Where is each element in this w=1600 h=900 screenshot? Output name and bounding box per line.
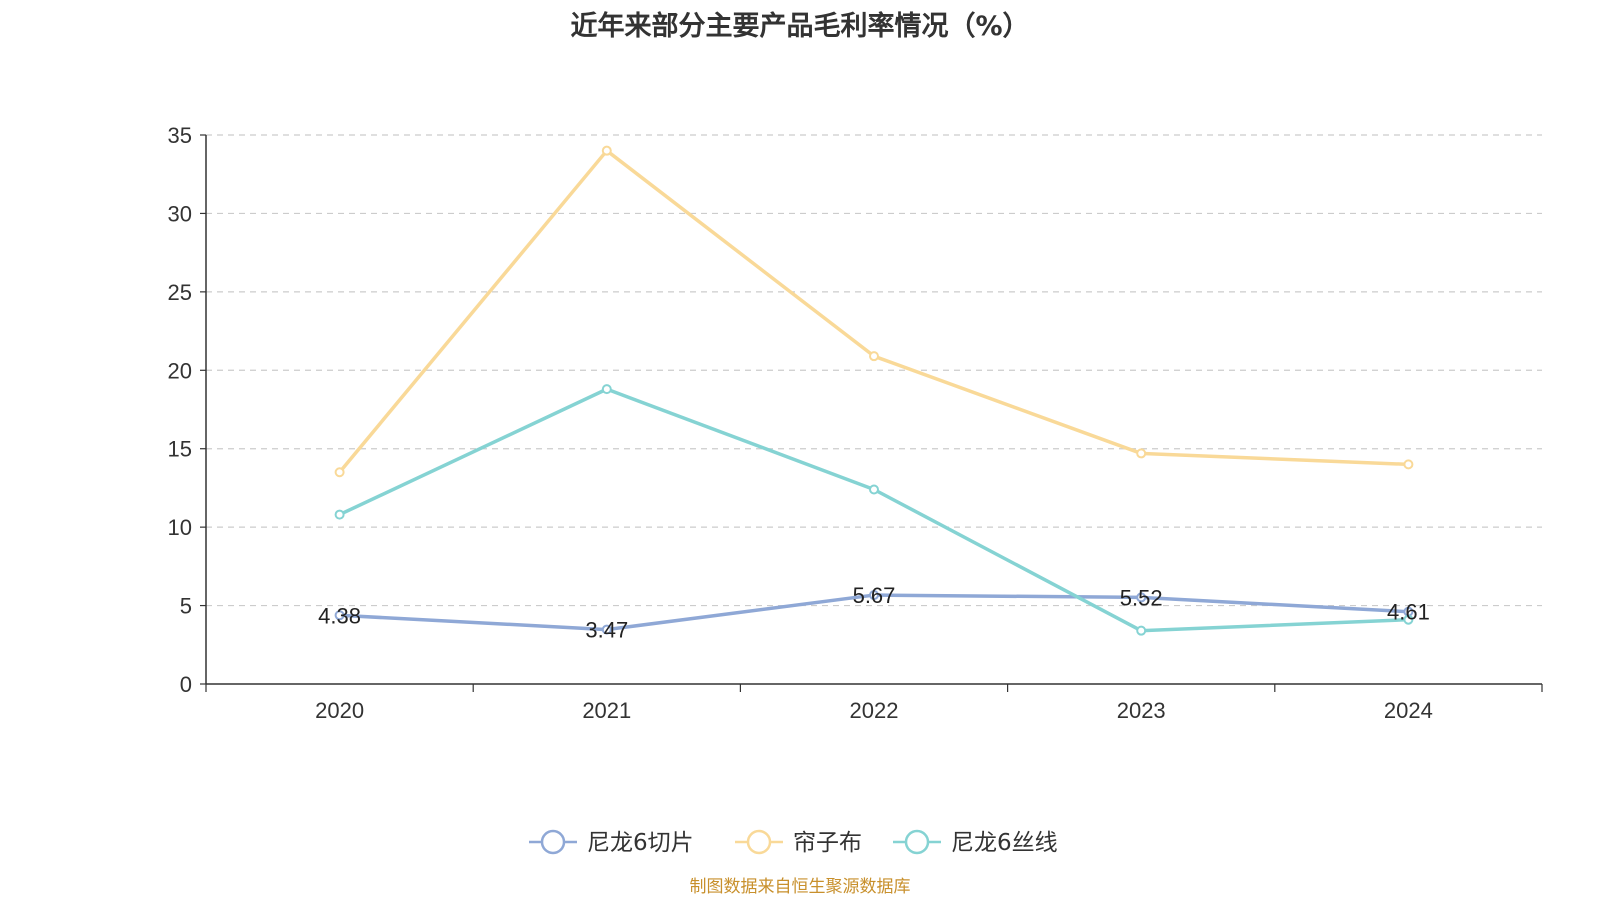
data-point <box>869 351 879 362</box>
data-point <box>334 610 345 621</box>
data-point <box>1403 614 1414 625</box>
legend-label: 尼龙6丝线 <box>951 830 1058 856</box>
data-point <box>869 484 879 495</box>
legend-marker <box>904 829 930 855</box>
data-point <box>1403 459 1414 470</box>
data-label: 4.38 <box>318 603 361 628</box>
y-tick-label: 5 <box>180 594 192 619</box>
x-tick-label: 2023 <box>1117 698 1166 723</box>
data-point <box>1136 625 1147 636</box>
data-label: 4.61 <box>1387 600 1430 625</box>
y-tick-label: 10 <box>168 515 192 540</box>
x-tick-label: 2021 <box>582 698 631 723</box>
data-source-note: 制图数据来自恒生聚源数据库 <box>689 877 911 897</box>
y-tick-label: 30 <box>168 201 192 226</box>
data-point <box>601 384 612 395</box>
x-tick-label: 2022 <box>850 698 899 723</box>
y-tick-label: 0 <box>180 672 192 697</box>
data-label: 5.67 <box>853 583 896 608</box>
data-label: 3.47 <box>585 618 628 643</box>
data-point <box>869 590 879 601</box>
legend-label: 帘子布 <box>793 830 862 856</box>
y-tick-label: 20 <box>168 358 192 383</box>
y-tick-label: 25 <box>168 280 192 305</box>
x-tick-label: 2024 <box>1384 698 1433 723</box>
data-point <box>1136 448 1147 459</box>
y-tick-label: 15 <box>168 437 192 462</box>
data-point <box>334 467 345 478</box>
legend-marker <box>746 829 772 855</box>
legend-label: 尼龙6切片 <box>587 830 694 856</box>
data-point <box>601 145 612 156</box>
data-label: 5.52 <box>1120 585 1163 610</box>
data-point <box>334 509 345 520</box>
legend-marker <box>540 829 566 855</box>
data-point <box>1136 592 1147 603</box>
data-point <box>601 624 612 635</box>
x-tick-label: 2020 <box>315 698 364 723</box>
y-tick-label: 35 <box>168 123 192 148</box>
series-line-2 <box>338 148 1409 474</box>
chart-title: 近年来部分主要产品毛利率情况（%） <box>570 11 1030 42</box>
